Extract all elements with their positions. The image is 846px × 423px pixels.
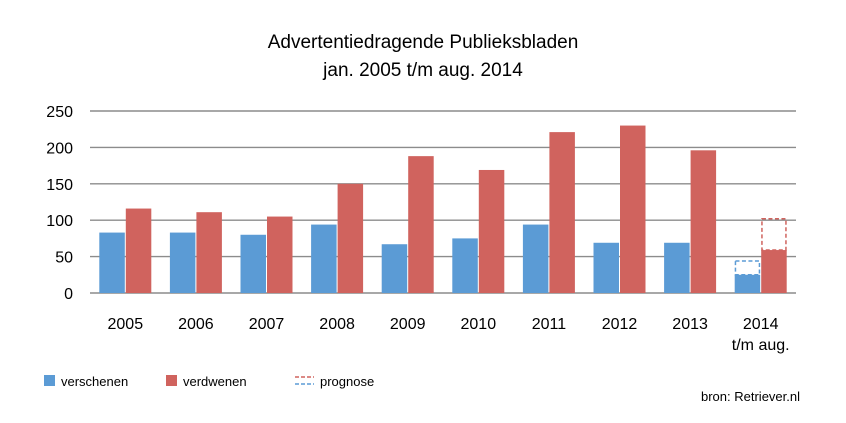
x-tick-label: 2013 (672, 316, 708, 333)
x-axis-ticks: 2005 2006 2007 2008 2009 2010 2011 2012 2013 2014… (108, 316, 790, 354)
forecast-bars (734, 217, 787, 276)
bar-verschenen-2008 (311, 224, 337, 293)
bar-verschenen-2014 (734, 274, 761, 293)
bar-verschenen-2013 (664, 242, 690, 293)
bar-verdwenen-2010 (478, 169, 505, 293)
bar-verdwenen-2009 (408, 156, 434, 293)
x-tick-sublabel: t/m aug. (732, 337, 790, 354)
bar-verdwenen-2006 (196, 212, 222, 293)
y-tick-label: 100 (46, 213, 73, 230)
legend-swatch-verschenen (44, 375, 55, 386)
bars (99, 125, 787, 293)
bar-verschenen-2007 (240, 234, 266, 293)
gridlines (90, 110, 796, 294)
x-tick-label: 2008 (319, 316, 355, 333)
bar-verdwenen-2008 (337, 183, 364, 293)
y-tick-label: 200 (46, 140, 73, 157)
y-tick-label: 150 (46, 177, 73, 194)
x-tick-label: 2014 (743, 316, 779, 333)
x-tick-label: 2009 (390, 316, 426, 333)
bar-verdwenen-2012 (620, 125, 646, 293)
bar-verdwenen-2014 (761, 250, 787, 293)
bar-verschenen-2005 (99, 232, 125, 293)
legend-label-verdwenen: verdwenen (183, 374, 247, 389)
source-label: bron: Retriever.nl (701, 389, 800, 404)
x-tick-label: 2007 (249, 316, 285, 333)
y-tick-label: 250 (46, 104, 73, 121)
forecast-bar-verdwenen (761, 217, 787, 251)
x-tick-label: 2012 (602, 316, 638, 333)
legend: verschenen verdwenen prognose (44, 374, 374, 389)
bar-verschenen-2009 (381, 244, 408, 293)
x-tick-label: 2011 (532, 316, 567, 333)
bar-verschenen-2011 (522, 224, 549, 293)
bar-verschenen-2012 (593, 242, 619, 293)
legend-label-verschenen: verschenen (61, 374, 128, 389)
legend-label-prognose: prognose (320, 374, 374, 389)
y-tick-label: 50 (55, 250, 73, 267)
bar-verdwenen-2005 (125, 208, 152, 293)
bar-verschenen-2010 (452, 238, 478, 293)
bar-verdwenen-2013 (690, 150, 717, 293)
chart-subtitle: jan. 2005 t/m aug. 2014 (322, 60, 523, 81)
y-axis-ticks: 0 50 100 150 200 250 (46, 104, 73, 303)
legend-swatch-verdwenen (166, 375, 177, 386)
bar-verdwenen-2007 (267, 216, 293, 293)
x-tick-label: 2006 (178, 316, 214, 333)
y-tick-label: 0 (64, 286, 73, 303)
chart-title: Advertentiedragende Publieksbladen (268, 32, 579, 53)
forecast-bar-verschenen (734, 260, 761, 276)
bar-verschenen-2006 (169, 232, 196, 293)
bar-verdwenen-2011 (549, 132, 575, 293)
x-tick-label: 2005 (108, 316, 144, 333)
x-tick-label: 2010 (461, 316, 497, 333)
